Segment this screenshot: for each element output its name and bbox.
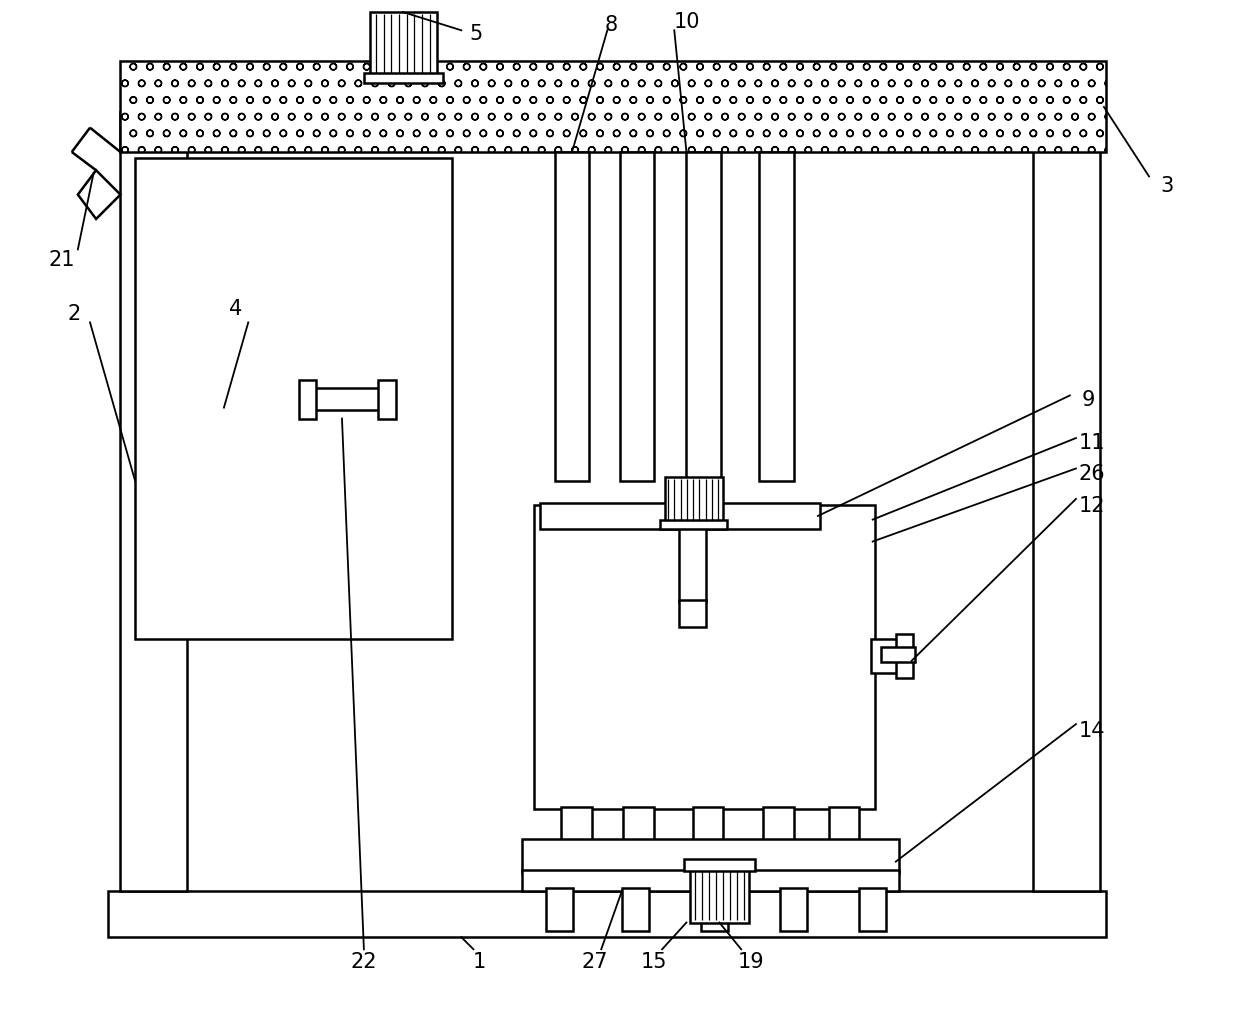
Bar bbox=[860, 889, 886, 931]
Bar bbox=[370, 13, 437, 76]
Text: 27: 27 bbox=[582, 951, 608, 972]
Bar bbox=[881, 648, 916, 662]
Bar bbox=[664, 477, 724, 524]
Text: 4: 4 bbox=[229, 298, 243, 318]
Bar bbox=[620, 153, 654, 481]
Bar bbox=[120, 113, 187, 891]
Bar bbox=[1033, 113, 1100, 891]
Bar bbox=[555, 153, 589, 481]
Text: 15: 15 bbox=[641, 951, 667, 972]
Bar bbox=[120, 62, 1106, 153]
Bar bbox=[364, 74, 444, 84]
Bar bbox=[561, 807, 591, 840]
Bar bbox=[534, 506, 875, 810]
Bar bbox=[300, 380, 316, 420]
Bar bbox=[763, 807, 793, 840]
Bar bbox=[896, 634, 913, 678]
Text: 2: 2 bbox=[68, 303, 81, 324]
Bar bbox=[135, 159, 451, 639]
Text: 22: 22 bbox=[351, 951, 377, 972]
Bar bbox=[871, 639, 898, 673]
Bar bbox=[622, 889, 649, 931]
Bar bbox=[679, 528, 706, 603]
Bar bbox=[309, 389, 382, 410]
Text: 26: 26 bbox=[1078, 464, 1105, 484]
Text: 3: 3 bbox=[1161, 176, 1173, 196]
Bar bbox=[829, 807, 860, 840]
Bar bbox=[693, 807, 724, 840]
Text: 19: 19 bbox=[737, 951, 764, 972]
Polygon shape bbox=[78, 171, 120, 219]
Bar bbox=[540, 503, 820, 530]
Text: 9: 9 bbox=[1082, 389, 1095, 409]
Text: 14: 14 bbox=[1078, 721, 1105, 740]
Bar bbox=[781, 889, 807, 931]
Bar bbox=[378, 380, 395, 420]
Bar bbox=[623, 807, 654, 840]
Bar bbox=[522, 870, 900, 891]
Text: 10: 10 bbox=[673, 11, 700, 31]
Text: 8: 8 bbox=[605, 15, 617, 35]
Bar bbox=[690, 869, 748, 923]
Bar bbox=[659, 520, 726, 530]
Text: 5: 5 bbox=[470, 23, 482, 43]
Bar bbox=[684, 859, 755, 871]
Bar bbox=[522, 839, 900, 872]
Bar bbox=[546, 889, 574, 931]
Text: 21: 21 bbox=[48, 250, 76, 270]
Bar bbox=[701, 889, 727, 931]
Text: 12: 12 bbox=[1078, 495, 1105, 516]
Text: 11: 11 bbox=[1078, 433, 1105, 452]
Bar bbox=[760, 153, 793, 481]
Text: 1: 1 bbox=[473, 951, 486, 972]
Bar bbox=[686, 153, 721, 481]
Bar bbox=[679, 601, 706, 627]
Bar bbox=[108, 891, 1106, 937]
